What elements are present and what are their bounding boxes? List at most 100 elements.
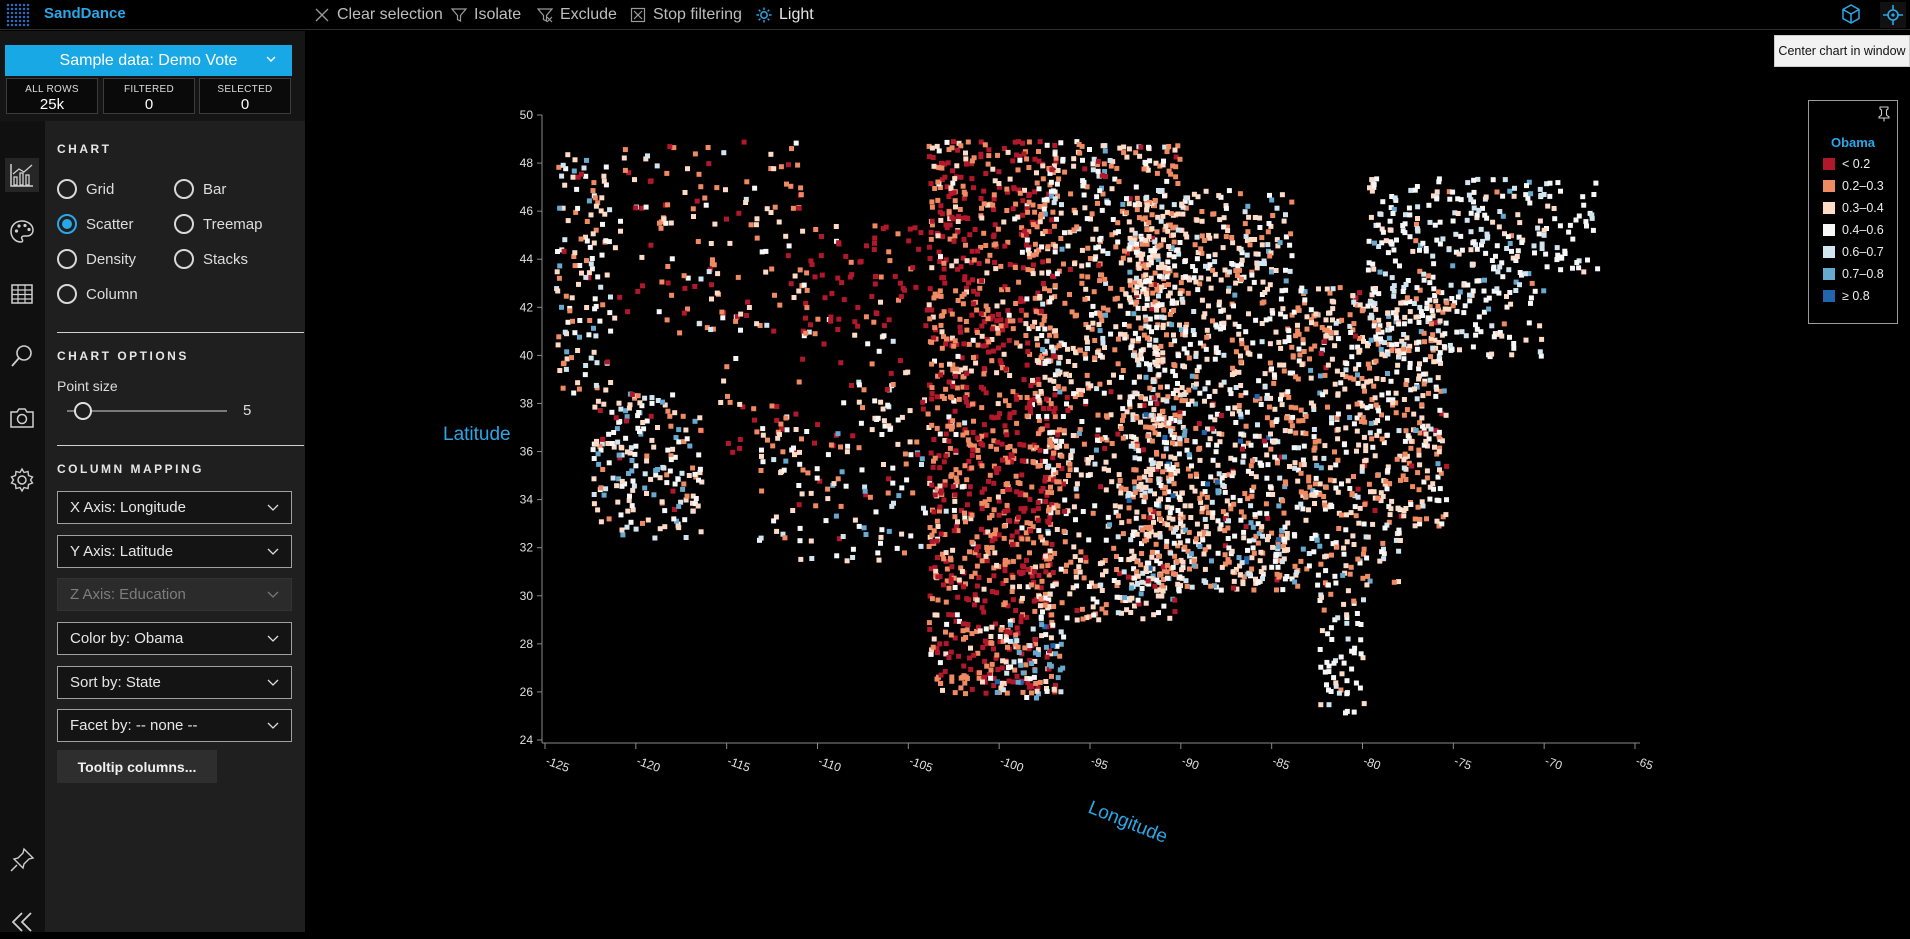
data-point[interactable] <box>1050 643 1055 648</box>
data-point[interactable] <box>1258 550 1263 555</box>
data-point[interactable] <box>1402 342 1407 347</box>
data-point[interactable] <box>870 361 875 366</box>
data-point[interactable] <box>1583 219 1588 224</box>
data-point[interactable] <box>771 518 776 523</box>
data-point[interactable] <box>609 410 614 415</box>
data-point[interactable] <box>1172 598 1177 603</box>
data-point[interactable] <box>1068 453 1073 458</box>
data-point[interactable] <box>986 479 991 484</box>
data-point[interactable] <box>991 646 996 651</box>
data-point[interactable] <box>1261 280 1266 285</box>
data-point[interactable] <box>958 685 963 690</box>
data-point[interactable] <box>928 652 933 657</box>
data-point[interactable] <box>1031 271 1036 276</box>
data-point[interactable] <box>969 369 974 374</box>
data-point[interactable] <box>1197 391 1202 396</box>
data-point[interactable] <box>1414 296 1419 301</box>
data-point[interactable] <box>879 275 884 280</box>
data-point[interactable] <box>1045 423 1050 428</box>
data-point[interactable] <box>881 226 886 231</box>
data-point[interactable] <box>1178 540 1183 545</box>
data-point[interactable] <box>592 501 597 506</box>
data-point[interactable] <box>617 401 622 406</box>
data-point[interactable] <box>1461 310 1466 315</box>
data-point[interactable] <box>1412 386 1417 391</box>
data-point[interactable] <box>1256 378 1261 383</box>
data-point[interactable] <box>1096 263 1101 268</box>
data-point[interactable] <box>579 172 584 177</box>
data-point[interactable] <box>755 236 760 241</box>
data-point[interactable] <box>1218 439 1223 444</box>
data-point[interactable] <box>1221 509 1226 514</box>
data-point[interactable] <box>1437 430 1442 435</box>
data-point[interactable] <box>957 578 962 583</box>
data-point[interactable] <box>1435 189 1440 194</box>
data-point[interactable] <box>1482 213 1487 218</box>
data-point[interactable] <box>1402 397 1407 402</box>
data-point[interactable] <box>1025 341 1030 346</box>
data-point[interactable] <box>1523 271 1528 276</box>
data-point[interactable] <box>1528 301 1533 306</box>
data-point[interactable] <box>1170 225 1175 230</box>
data-point[interactable] <box>953 585 958 590</box>
data-point[interactable] <box>989 358 994 363</box>
data-point[interactable] <box>1111 546 1116 551</box>
data-point[interactable] <box>988 473 993 478</box>
data-point[interactable] <box>1464 333 1469 338</box>
data-point[interactable] <box>1362 420 1367 425</box>
data-point[interactable] <box>1293 374 1298 379</box>
data-point[interactable] <box>929 237 934 242</box>
data-point[interactable] <box>1059 642 1064 647</box>
data-point[interactable] <box>1420 241 1425 246</box>
data-point[interactable] <box>1144 485 1149 490</box>
data-point[interactable] <box>1251 545 1256 550</box>
data-point[interactable] <box>1146 579 1151 584</box>
data-point[interactable] <box>1175 143 1180 148</box>
data-point[interactable] <box>1128 297 1133 302</box>
data-point[interactable] <box>953 690 958 695</box>
data-point[interactable] <box>1458 234 1463 239</box>
data-point[interactable] <box>838 360 843 365</box>
data-point[interactable] <box>996 312 1001 317</box>
data-point[interactable] <box>1362 389 1367 394</box>
data-point[interactable] <box>921 506 926 511</box>
data-point[interactable] <box>591 180 596 185</box>
data-point[interactable] <box>1024 558 1029 563</box>
data-point[interactable] <box>592 405 597 410</box>
data-point[interactable] <box>556 342 561 347</box>
data-point[interactable] <box>928 181 933 186</box>
data-point[interactable] <box>977 261 982 266</box>
data-point[interactable] <box>1105 200 1110 205</box>
data-point[interactable] <box>902 550 907 555</box>
data-point[interactable] <box>979 501 984 506</box>
data-point[interactable] <box>1198 458 1203 463</box>
data-point[interactable] <box>972 602 977 607</box>
data-point[interactable] <box>796 289 801 294</box>
data-point[interactable] <box>993 266 998 271</box>
data-point[interactable] <box>1213 252 1218 257</box>
data-point[interactable] <box>1254 251 1259 256</box>
data-point[interactable] <box>1389 326 1394 331</box>
data-point[interactable] <box>1147 325 1152 330</box>
data-point[interactable] <box>597 319 602 324</box>
data-point[interactable] <box>1570 266 1575 271</box>
data-point[interactable] <box>1367 482 1372 487</box>
data-point[interactable] <box>1249 520 1254 525</box>
data-point[interactable] <box>1260 534 1265 539</box>
data-point[interactable] <box>1416 377 1421 382</box>
data-point[interactable] <box>1339 481 1344 486</box>
data-point[interactable] <box>1480 239 1485 244</box>
data-point[interactable] <box>1017 584 1022 589</box>
data-point[interactable] <box>1236 370 1241 375</box>
data-point[interactable] <box>983 142 988 147</box>
data-point[interactable] <box>809 491 814 496</box>
data-point[interactable] <box>1344 450 1349 455</box>
data-point[interactable] <box>1085 373 1090 378</box>
data-point[interactable] <box>1318 702 1323 707</box>
data-point[interactable] <box>1085 216 1090 221</box>
data-point[interactable] <box>763 249 768 254</box>
data-point[interactable] <box>1077 348 1082 353</box>
data-point[interactable] <box>1524 338 1529 343</box>
data-point[interactable] <box>1200 506 1205 511</box>
data-point[interactable] <box>993 536 998 541</box>
